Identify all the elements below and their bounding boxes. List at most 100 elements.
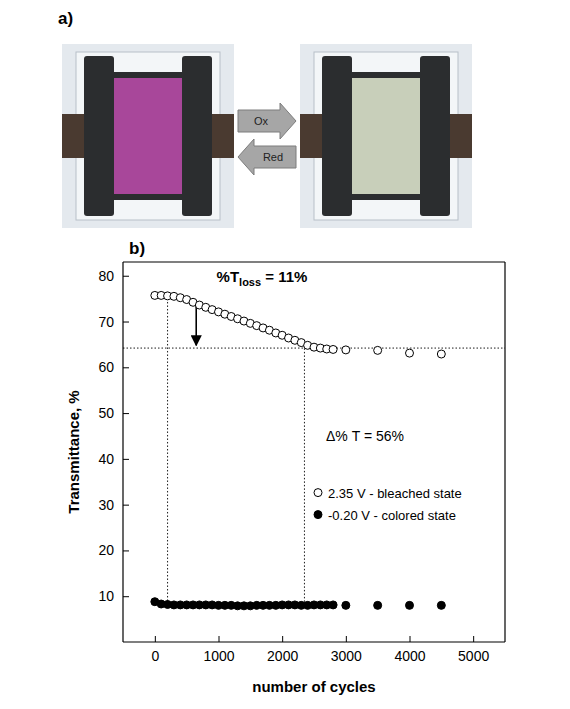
x-tick: 4000	[394, 636, 425, 664]
legend-item: 2.35 V - bleached state	[314, 486, 462, 501]
x-tick: 1000	[203, 636, 234, 664]
x-tick-label: 3000	[331, 648, 362, 664]
y-tick: 20	[98, 542, 129, 558]
seal	[322, 56, 352, 216]
y-tick-mark	[123, 596, 129, 597]
y-tick-mark	[123, 276, 129, 277]
x-tick-mark	[473, 636, 474, 642]
panel-label: b)	[129, 239, 145, 258]
y-tick: 70	[98, 313, 129, 329]
y-tick: 80	[98, 268, 129, 284]
seal	[84, 56, 114, 216]
data-point	[406, 349, 414, 357]
data-point	[374, 601, 382, 609]
y-tick-mark	[123, 367, 129, 368]
seal	[84, 72, 212, 78]
x-tick-label: 5000	[458, 648, 489, 664]
x-tick-label: 2000	[267, 648, 298, 664]
plot-frame	[504, 262, 505, 642]
arrow-label: Ox	[254, 115, 269, 127]
x-axis-line	[123, 641, 505, 642]
y-tick-label: 60	[98, 359, 114, 375]
y-axis-title: Transmittance, %	[65, 390, 82, 513]
x-tick-label: 4000	[394, 648, 425, 664]
data-point	[437, 601, 445, 609]
panel-a: a) Ox Red	[58, 9, 472, 228]
data-point	[342, 601, 350, 609]
legend-marker	[314, 489, 322, 497]
device-bleached	[300, 44, 472, 228]
arrow-label: Red	[263, 151, 283, 163]
y-tick: 40	[98, 451, 129, 467]
x-tick: 3000	[331, 636, 362, 664]
panel-b: b) 0 1000 2000 3000 4000 5000 10 20 30 40 50 60 70 80 n…	[65, 239, 505, 695]
x-tick-mark	[410, 636, 411, 642]
y-tick-mark	[123, 505, 129, 506]
figure: a) Ox Red b) 0 1000 2000 3000 4000 5000 10 20 30 40 50…	[0, 0, 570, 709]
seal	[420, 56, 450, 216]
x-tick-mark	[219, 636, 220, 642]
data-point	[437, 350, 445, 358]
glass	[76, 52, 220, 220]
data-point	[406, 601, 414, 609]
x-tick-mark	[155, 636, 156, 642]
annotation: %Tloss = 11%	[217, 268, 308, 288]
data-point	[329, 345, 337, 353]
y-tick-label: 50	[98, 405, 114, 421]
data-point	[342, 346, 350, 354]
panel-label: a)	[58, 9, 73, 28]
legend-label: -0.20 V - colored state	[328, 508, 456, 523]
photo-background	[62, 44, 234, 228]
y-tick-label: 10	[98, 588, 114, 604]
loss-arrow	[195, 305, 197, 345]
active-area	[352, 78, 420, 194]
x-tick-label: 0	[151, 648, 159, 664]
y-tick-mark	[123, 550, 129, 551]
x-axis: 0 1000 2000 3000 4000 5000	[123, 636, 505, 664]
y-tick: 10	[98, 588, 129, 604]
legend: 2.35 V - bleached state -0.20 V - colored…	[314, 486, 462, 523]
data-point	[374, 346, 382, 354]
x-tick: 2000	[267, 636, 298, 664]
data-point	[329, 601, 337, 609]
arrow-ox	[238, 103, 296, 139]
annotation-subscript: loss	[239, 276, 261, 288]
active-area	[114, 78, 182, 194]
series-0	[151, 291, 446, 358]
x-tick: 5000	[458, 636, 489, 664]
x-tick: 0	[151, 636, 159, 664]
annotation-part: %T	[217, 268, 240, 285]
arrow-red	[238, 139, 296, 175]
y-tick: 50	[98, 405, 129, 421]
seal	[84, 194, 212, 200]
x-tick-label: 1000	[203, 648, 234, 664]
y-tick-label: 40	[98, 451, 114, 467]
reference-line	[304, 344, 305, 605]
series-1	[151, 598, 446, 610]
seal	[322, 194, 450, 200]
x-tick-mark	[282, 636, 283, 642]
seal	[182, 56, 212, 216]
annotation: Δ% T = 56%	[326, 428, 404, 444]
plot-area	[123, 291, 505, 609]
y-tick: 60	[98, 359, 129, 375]
y-axis-line	[122, 262, 123, 642]
y-tick-label: 20	[98, 542, 114, 558]
y-tick-mark	[123, 322, 129, 323]
y-tick: 30	[98, 497, 129, 513]
y-tick-mark	[123, 413, 129, 414]
legend-label: 2.35 V - bleached state	[328, 486, 462, 501]
legend-marker	[314, 511, 322, 519]
y-axis: 10 20 30 40 50 60 70 80	[98, 262, 129, 642]
plot-frame	[123, 261, 505, 262]
x-axis-title: number of cycles	[252, 678, 375, 695]
y-tick-label: 70	[98, 313, 114, 329]
annotation-part: = 11%	[261, 268, 307, 285]
y-tick-mark	[123, 459, 129, 460]
y-tick-label: 80	[98, 268, 114, 284]
photo-background	[300, 44, 472, 228]
y-tick-label: 30	[98, 497, 114, 513]
x-tick-mark	[346, 636, 347, 642]
reference-line	[167, 296, 168, 605]
glass	[314, 52, 458, 220]
